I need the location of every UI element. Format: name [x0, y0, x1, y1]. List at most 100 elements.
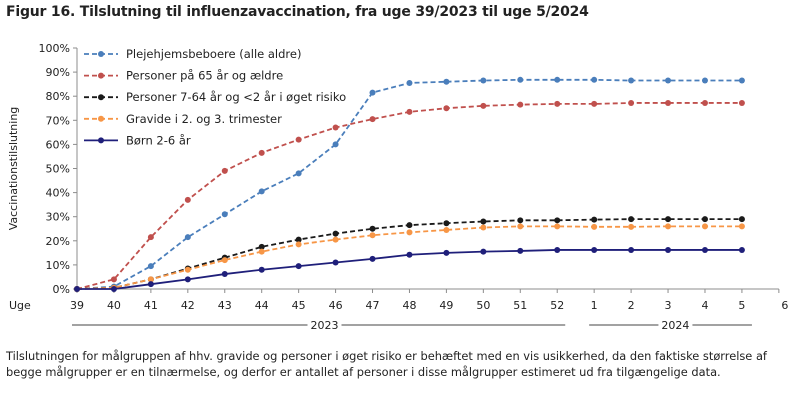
x-tick-label: 50: [476, 299, 490, 312]
data-point: [628, 99, 635, 106]
data-point: [554, 246, 561, 253]
year-label: 2024: [661, 319, 689, 332]
data-point: [701, 99, 708, 106]
data-point: [665, 77, 672, 84]
data-point: [591, 76, 598, 83]
data-point: [295, 170, 302, 177]
data-point: [258, 243, 265, 250]
line-chart: 0% 10% 20% 30% 40% 50% 60% 70% 80% 90% 100% Vaccina…: [7, 42, 788, 332]
data-point: [554, 100, 561, 107]
data-point: [147, 276, 154, 283]
x-tick-label: 47: [366, 299, 380, 312]
data-point: [406, 108, 413, 115]
data-point: [369, 255, 376, 262]
y-tick-label: 40%: [46, 187, 70, 200]
data-point: [517, 101, 524, 108]
x-tick-label: 6: [781, 299, 788, 312]
data-point: [332, 230, 339, 237]
x-tick-label: 2: [628, 299, 635, 312]
series-1: [74, 99, 745, 292]
data-point: [738, 99, 745, 106]
data-point: [628, 216, 635, 223]
y-tick-label: 50%: [46, 163, 70, 176]
data-point: [517, 76, 524, 83]
series-4: [74, 246, 745, 292]
legend-swatch-marker: [98, 94, 104, 101]
legend-swatch-marker: [98, 72, 104, 79]
data-point: [406, 79, 413, 86]
data-point: [369, 116, 376, 123]
data-point: [184, 266, 191, 273]
data-point: [517, 223, 524, 230]
data-point: [258, 149, 265, 156]
data-point: [517, 217, 524, 224]
data-point: [258, 266, 265, 273]
data-point: [110, 276, 117, 283]
data-point: [184, 234, 191, 241]
year-label-bg: [307, 319, 342, 331]
data-point: [480, 102, 487, 109]
data-point: [591, 223, 598, 230]
data-point: [221, 211, 228, 218]
data-point: [295, 241, 302, 248]
series-lines: [74, 76, 745, 292]
data-point: [406, 229, 413, 236]
data-point: [554, 76, 561, 83]
x-tick-label: 48: [402, 299, 416, 312]
y-tick-label: 30%: [46, 211, 70, 224]
data-point: [628, 77, 635, 84]
legend-swatch-marker: [98, 137, 104, 144]
legend-item: Gravide i 2. og 3. trimester: [84, 112, 282, 126]
x-tick-label: 1: [591, 299, 598, 312]
data-point: [443, 249, 450, 256]
x-tick-label: 44: [255, 299, 269, 312]
x-tick-label: 41: [144, 299, 158, 312]
data-point: [701, 216, 708, 223]
legend-item: Personer på 65 år og ældre: [84, 69, 283, 83]
data-point: [480, 248, 487, 255]
data-point: [74, 286, 80, 292]
data-point: [554, 217, 561, 224]
y-tick-label: 20%: [46, 235, 70, 248]
data-point: [258, 188, 265, 195]
figure-title: Figur 16. Tilslutning til influenzavacci…: [6, 4, 589, 20]
x-tick-label: 5: [738, 299, 745, 312]
legend: Plejehjemsbeboere (alle aldre) Personer p…: [84, 47, 346, 147]
data-point: [221, 167, 228, 174]
series-3: [74, 223, 745, 292]
data-point: [480, 224, 487, 231]
data-point: [480, 77, 487, 84]
data-point: [147, 263, 154, 270]
data-point: [110, 286, 117, 292]
data-point: [369, 89, 376, 96]
data-point: [738, 246, 745, 253]
x-tick-label: 45: [292, 299, 306, 312]
legend-item: Plejehjemsbeboere (alle aldre): [84, 47, 301, 61]
data-point: [406, 251, 413, 258]
footnote: Tilslutningen for målgruppen af hhv. gra…: [6, 349, 767, 379]
x-tick-label: 43: [218, 299, 232, 312]
y-tick-label: 100%: [39, 42, 70, 55]
legend-label: Gravide i 2. og 3. trimester: [126, 112, 282, 126]
y-tick-label: 80%: [46, 90, 70, 103]
data-point: [701, 223, 708, 230]
data-point: [295, 263, 302, 270]
data-point: [591, 100, 598, 107]
data-point: [591, 246, 598, 253]
data-point: [443, 105, 450, 112]
data-point: [295, 236, 302, 243]
data-point: [591, 216, 598, 223]
data-point: [221, 271, 228, 278]
data-point: [332, 141, 339, 148]
y-tick-label: 90%: [46, 66, 70, 79]
data-point: [480, 218, 487, 225]
data-point: [738, 77, 745, 84]
data-point: [147, 234, 154, 241]
data-point: [738, 223, 745, 230]
x-tick-label: 49: [439, 299, 453, 312]
data-point: [147, 281, 154, 288]
y-tick-label: 60%: [46, 138, 70, 151]
data-point: [443, 226, 450, 233]
legend-label: Personer 7-64 år og <2 år i øget risiko: [126, 90, 346, 104]
